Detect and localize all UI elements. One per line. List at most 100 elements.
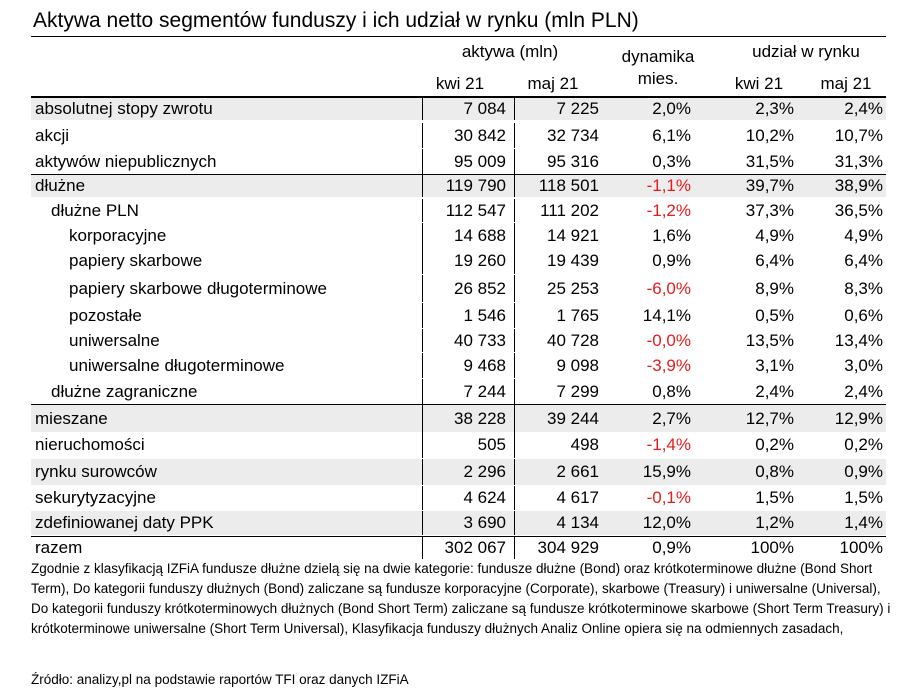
column-divider (514, 275, 515, 302)
row-label: mieszane (35, 409, 108, 428)
column-divider (422, 486, 423, 510)
table-row: akcji 30 842 32 734 6,1% 10,2% 10,7% (31, 123, 886, 148)
column-divider (514, 98, 515, 120)
cell-dynamika: -6,0% (646, 279, 691, 298)
table-title: Aktywa netto segmentów funduszy i ich ud… (33, 9, 639, 32)
column-divider (514, 432, 515, 458)
column-divider (422, 248, 423, 274)
cell-udzial-kwi: 3,1% (755, 356, 794, 375)
column-divider (514, 511, 515, 535)
column-divider (514, 303, 515, 328)
column-divider (514, 486, 515, 510)
cell-aktywa-maj: 304 929 (537, 538, 599, 557)
column-divider (422, 303, 423, 328)
cell-aktywa-maj: 14 921 (547, 226, 599, 245)
table-row: dłużne zagraniczne 7 244 7 299 0,8% 2,4% 2,4% (31, 379, 886, 404)
cell-aktywa-maj: 25 253 (547, 279, 599, 298)
table-row: uniwersalne długoterminowe 9 468 9 098 -3,9… (31, 353, 886, 378)
cell-dynamika: -1,1% (646, 176, 691, 195)
column-divider (514, 149, 515, 174)
cell-aktywa-maj: 4 617 (556, 488, 599, 507)
header-col-maj: maj 21 (527, 74, 579, 93)
cell-udzial-maj: 100% (839, 538, 883, 557)
cell-aktywa-kwi: 7 084 (463, 99, 506, 118)
cell-dynamika: 0,9% (652, 251, 691, 270)
column-divider (422, 329, 423, 352)
row-label: sekurytyzacyjne (35, 488, 156, 507)
table-row: zdefiniowanej daty PPK 3 690 4 134 12,0% 1,2… (31, 511, 886, 535)
column-divider (422, 379, 423, 404)
source-line: Źródło: analizy,pl na podstawie raportów… (31, 672, 409, 687)
header-udzial-group: udział w rynku (752, 42, 860, 61)
cell-aktywa-kwi: 4 624 (463, 488, 506, 507)
cell-udzial-maj: 0,6% (844, 306, 883, 325)
cell-aktywa-kwi: 1 546 (463, 306, 506, 325)
table-row: sekurytyzacyjne 4 624 4 617 -0,1% 1,5% 1,5% (31, 486, 886, 510)
cell-aktywa-maj: 7 299 (556, 382, 599, 401)
row-label: dłużne zagraniczne (51, 382, 198, 401)
table-row: nieruchomości 505 498 -1,4% 0,2% 0,2% (31, 432, 886, 458)
cell-udzial-kwi: 31,5% (745, 152, 794, 171)
column-divider (422, 432, 423, 458)
cell-aktywa-kwi: 38 228 (454, 409, 506, 428)
cell-udzial-kwi: 2,3% (755, 99, 794, 118)
cell-udzial-maj: 6,4% (844, 251, 883, 270)
table-row: papiery skarbowe długoterminowe 26 852 25 … (31, 275, 886, 302)
column-divider (514, 175, 515, 197)
column-divider (422, 223, 423, 248)
cell-aktywa-kwi: 505 (477, 435, 506, 454)
column-divider (422, 149, 423, 174)
header-col-udzial-maj: maj 21 (820, 74, 872, 93)
cell-udzial-kwi: 12,7% (745, 409, 794, 428)
footnote-text: Zgodnie z klasyfikacją IZFiA fundusze dł… (31, 561, 891, 636)
row-label: uniwersalne długoterminowe (69, 356, 285, 375)
row-label: absolutnej stopy zwrotu (35, 99, 213, 118)
cell-udzial-kwi: 4,9% (755, 226, 794, 245)
cell-aktywa-maj: 4 134 (556, 513, 599, 532)
table-row: mieszane 38 228 39 244 2,7% 12,7% 12,9% (31, 404, 886, 432)
column-divider (514, 223, 515, 248)
cell-udzial-kwi: 1,2% (755, 513, 794, 532)
cell-aktywa-kwi: 14 688 (454, 226, 506, 245)
column-divider (422, 459, 423, 485)
cell-udzial-maj: 2,4% (844, 99, 883, 118)
cell-udzial-kwi: 2,4% (755, 382, 794, 401)
cell-aktywa-maj: 2 661 (556, 462, 599, 481)
cell-dynamika: -0,1% (646, 488, 691, 507)
cell-dynamika: 0,8% (652, 382, 691, 401)
header-aktywa-group: aktywa (mln) (461, 42, 559, 61)
cell-aktywa-maj: 32 734 (547, 126, 599, 145)
column-divider (422, 405, 423, 432)
cell-aktywa-maj: 118 501 (538, 176, 599, 195)
cell-udzial-kwi: 100% (750, 538, 794, 557)
row-label: razem (35, 538, 83, 557)
cell-udzial-maj: 13,4% (834, 331, 883, 350)
cell-aktywa-kwi: 30 842 (454, 126, 506, 145)
column-divider (514, 329, 515, 352)
cell-udzial-maj: 36,5% (834, 201, 883, 220)
row-label: rynku surowców (35, 462, 157, 481)
cell-dynamika: 2,7% (652, 409, 691, 428)
cell-udzial-maj: 4,9% (844, 226, 883, 245)
cell-udzial-kwi: 6,4% (755, 251, 794, 270)
row-label: dłużne PLN (51, 201, 139, 220)
cell-udzial-kwi: 0,8% (755, 462, 794, 481)
table-row: absolutnej stopy zwrotu 7 084 7 225 2,0% 2,3… (31, 98, 886, 120)
cell-udzial-kwi: 39,7% (745, 176, 794, 195)
cell-dynamika: 14,1% (642, 306, 691, 325)
cell-aktywa-kwi: 3 690 (463, 513, 506, 532)
cell-aktywa-maj: 1 765 (556, 306, 599, 325)
table-row: razem 302 067 304 929 0,9% 100% 100% (31, 536, 886, 559)
header-dynamika-line2: mies. (637, 69, 679, 88)
title-divider (31, 36, 886, 37)
column-divider (422, 123, 423, 148)
cell-aktywa-maj: 498 (570, 435, 599, 454)
cell-aktywa-maj: 39 244 (547, 409, 599, 428)
cell-udzial-maj: 38,9% (834, 176, 883, 195)
cell-aktywa-maj: 19 439 (547, 251, 599, 270)
table-row: papiery skarbowe 19 260 19 439 0,9% 6,4% 6,4% (31, 248, 886, 274)
cell-udzial-maj: 2,4% (844, 382, 883, 401)
cell-aktywa-maj: 111 202 (540, 201, 599, 220)
cell-udzial-kwi: 1,5% (755, 488, 794, 507)
cell-udzial-maj: 3,0% (844, 356, 883, 375)
